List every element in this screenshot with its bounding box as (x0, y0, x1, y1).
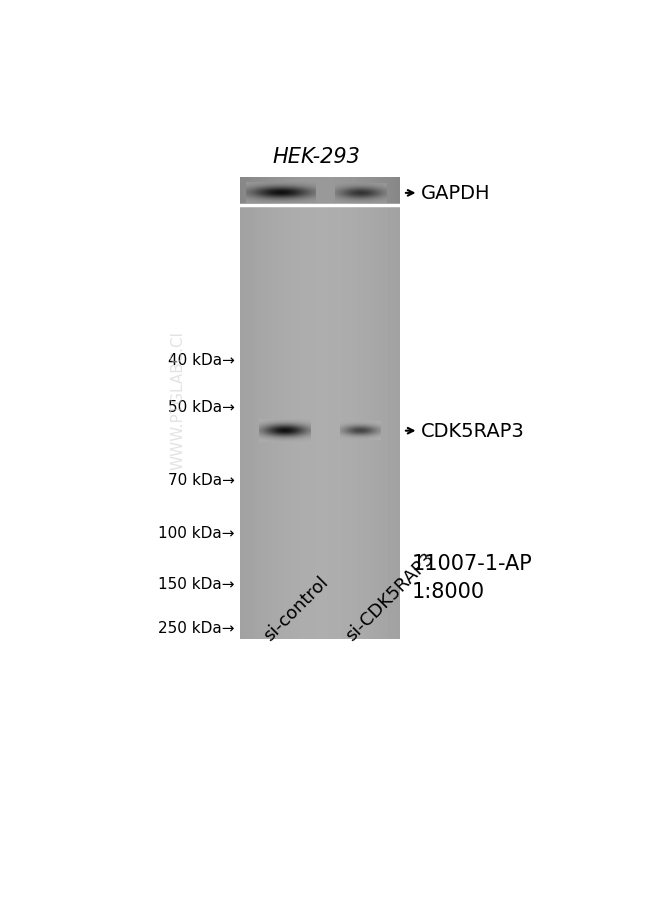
Text: 50 kDa→: 50 kDa→ (168, 400, 235, 414)
Text: WWW.PTGLABC.Cl: WWW.PTGLABC.Cl (170, 331, 186, 469)
Text: CDK5RAP3: CDK5RAP3 (421, 422, 524, 441)
Text: si-control: si-control (261, 573, 332, 644)
Text: si-CDK5RAP3: si-CDK5RAP3 (343, 549, 438, 644)
Text: 40 kDa→: 40 kDa→ (168, 352, 235, 367)
Text: GAPDH: GAPDH (421, 184, 491, 203)
Text: 150 kDa→: 150 kDa→ (158, 576, 235, 592)
Text: 250 kDa→: 250 kDa→ (158, 621, 235, 635)
Text: 70 kDa→: 70 kDa→ (168, 473, 235, 487)
Text: HEK-293: HEK-293 (272, 147, 361, 167)
Text: 11007-1-AP
1:8000: 11007-1-AP 1:8000 (412, 553, 532, 601)
Text: 100 kDa→: 100 kDa→ (158, 526, 235, 541)
